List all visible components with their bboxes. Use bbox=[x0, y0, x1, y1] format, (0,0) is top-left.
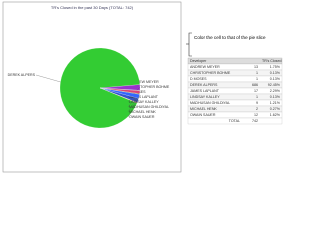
closed-percent: 1.21% bbox=[270, 101, 281, 105]
total-value: 742 bbox=[252, 119, 258, 123]
closed-percent: 0.13% bbox=[270, 95, 281, 99]
leader-line bbox=[35, 74, 61, 83]
developer-name: D MOSES bbox=[190, 77, 207, 81]
closed-percent: 92.45% bbox=[268, 83, 281, 87]
slice-label: ANDREW MEYER bbox=[129, 80, 159, 84]
pie-slice bbox=[99, 87, 140, 99]
chart-title: TR's Closed in the past 30 Days (TOTAL: … bbox=[51, 5, 134, 10]
slice-label: MADHUSAN GHILDIYAL bbox=[129, 105, 169, 109]
closed-percent: 1.75% bbox=[270, 65, 281, 69]
table-header: Developer bbox=[190, 59, 207, 63]
developer-name: OWAIN SAUER bbox=[190, 113, 216, 117]
slice-label: DEREK ALPERS bbox=[8, 73, 36, 77]
table-total-row bbox=[187, 117, 283, 125]
closed-count: 9 bbox=[256, 101, 258, 105]
developer-name: JAMES LAPLANT bbox=[190, 89, 220, 93]
closed-percent: 0.13% bbox=[270, 77, 281, 81]
slice-label: MICHAEL HENK bbox=[129, 110, 156, 114]
closed-count: 686 bbox=[252, 83, 258, 87]
closed-count: 13 bbox=[254, 65, 258, 69]
closed-percent: 1.62% bbox=[270, 113, 281, 117]
table-header: TR's Closed bbox=[262, 59, 281, 63]
closed-count: 17 bbox=[254, 89, 258, 93]
closed-count: 12 bbox=[254, 113, 258, 117]
leader-line bbox=[127, 96, 140, 118]
slice-label: LINDSAY KALLEY bbox=[129, 100, 159, 104]
callout-bracket bbox=[188, 32, 192, 57]
closed-count: 1 bbox=[256, 71, 258, 75]
closed-percent: 2.29% bbox=[270, 89, 281, 93]
slice-label: CHRISTOPHER BOHME bbox=[129, 85, 170, 89]
closed-percent: 0.27% bbox=[270, 107, 281, 111]
pie-slice bbox=[59, 47, 140, 129]
developer-name: LINDSAY KALLEY bbox=[190, 95, 220, 99]
closed-count: 1 bbox=[256, 77, 258, 81]
callout-text: Color the cell to that of the pie slice bbox=[194, 35, 266, 40]
developer-name: CHRISTOPHER BOHME bbox=[190, 71, 231, 75]
developer-name: MICHAEL HENK bbox=[190, 107, 217, 111]
closed-count: 1 bbox=[256, 95, 258, 99]
developer-name: DEREK ALPERS bbox=[190, 83, 218, 87]
screen: TR's Closed in the past 30 Days (TOTAL: … bbox=[2, 1, 283, 173]
closed-count: 2 bbox=[256, 107, 258, 111]
total-label: TOTAL bbox=[229, 119, 240, 123]
slice-label: JAMES LAPLANT bbox=[129, 95, 159, 99]
developer-name: MADHUSAN GHILDIYAL bbox=[190, 101, 230, 105]
closed-percent: 0.13% bbox=[270, 71, 281, 75]
developer-name: ANDREW MEYER bbox=[190, 65, 220, 69]
slice-label: OWAIN SAUER bbox=[129, 115, 155, 119]
